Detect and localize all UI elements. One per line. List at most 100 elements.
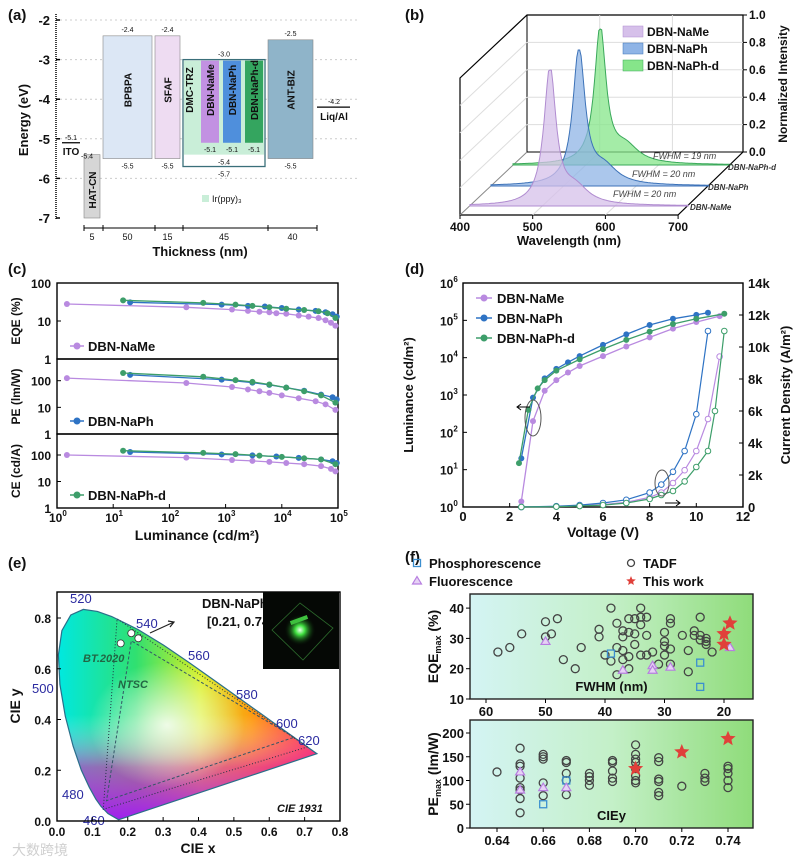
wavelength-label: 520 bbox=[70, 591, 92, 606]
current-density-point bbox=[704, 447, 712, 455]
tadf-marker bbox=[654, 776, 664, 787]
x-tick-label: 0.5 bbox=[226, 825, 243, 839]
y-tick-label: -7 bbox=[38, 211, 50, 226]
data-point bbox=[322, 317, 329, 324]
data-point bbox=[301, 388, 308, 395]
tadf-marker bbox=[630, 629, 640, 639]
y-tick-label-right: 6k bbox=[748, 404, 763, 419]
x-tick-label: 0.72 bbox=[669, 833, 694, 848]
phosphorescence-marker bbox=[606, 649, 616, 658]
sensitizer-homo-value: -5.4 bbox=[218, 160, 230, 167]
data-point bbox=[218, 301, 225, 308]
tadf-marker bbox=[612, 670, 622, 680]
current-density-point bbox=[693, 447, 700, 455]
tadf-marker bbox=[636, 620, 646, 630]
this-work-star-marker bbox=[626, 576, 636, 585]
tadf-marker bbox=[607, 766, 618, 776]
fluorescence-marker bbox=[539, 635, 552, 646]
fwhm-label: FWHM = 20 nm bbox=[613, 189, 677, 199]
luminance-point bbox=[599, 346, 606, 353]
data-point bbox=[301, 455, 308, 462]
emitter-dbn-naph-d bbox=[245, 60, 263, 143]
arrow-right-icon bbox=[665, 499, 681, 507]
data-point bbox=[327, 465, 334, 472]
x-tick-label: 400 bbox=[450, 220, 470, 234]
gridline bbox=[459, 124, 528, 188]
tadf-marker bbox=[538, 791, 548, 801]
y-tick-label: 0.4 bbox=[749, 90, 766, 104]
this-work-star-marker bbox=[720, 730, 736, 746]
y-axis-title: EQEmax (%) bbox=[425, 610, 443, 683]
legend-label: DBN-NaMe bbox=[647, 25, 709, 39]
luminance-point bbox=[564, 369, 571, 376]
tadf-marker bbox=[665, 644, 676, 654]
luminance-point bbox=[576, 356, 583, 363]
tadf-marker bbox=[630, 778, 641, 788]
y-axis-title: PE (lm/W) bbox=[9, 368, 23, 424]
cathode-label: Liq/Al bbox=[320, 112, 348, 123]
y-axis-title: Energy (eV) bbox=[16, 84, 31, 156]
luminance-point bbox=[646, 322, 653, 329]
current-density-point bbox=[681, 447, 688, 455]
x-axis-title: Luminance (cd/m²) bbox=[135, 527, 259, 543]
data-point bbox=[332, 314, 339, 321]
data-point bbox=[232, 377, 239, 384]
luminance-line bbox=[520, 315, 720, 502]
current-density-point bbox=[681, 466, 688, 474]
current-density-point bbox=[711, 407, 719, 415]
gridline bbox=[459, 42, 528, 106]
current-density-point bbox=[646, 489, 653, 496]
this-work-star-marker bbox=[716, 636, 732, 651]
emitter-homo-value: -5.1 bbox=[226, 147, 238, 154]
x-tick-label: 4 bbox=[553, 509, 561, 524]
current-density-point bbox=[669, 479, 677, 487]
data-point bbox=[232, 301, 239, 308]
y-tick-label: -5 bbox=[38, 132, 50, 147]
tadf-marker bbox=[612, 618, 622, 628]
luminance-point bbox=[525, 406, 532, 413]
luminance-point bbox=[646, 328, 653, 335]
data-point bbox=[318, 463, 325, 470]
tadf-marker bbox=[618, 632, 628, 642]
tadf-marker bbox=[707, 647, 717, 657]
tadf-marker bbox=[700, 773, 710, 783]
y-axis-title-left: Luminance (cd/m²) bbox=[401, 337, 416, 453]
layer-name: HAT-CN bbox=[88, 171, 99, 208]
ito-label: ITO bbox=[63, 147, 80, 158]
gamut-bt.2020 bbox=[102, 617, 309, 810]
current-density-point bbox=[693, 463, 700, 471]
data-point bbox=[332, 322, 339, 329]
lumo-value: -3.0 bbox=[218, 52, 230, 59]
tadf-marker bbox=[624, 627, 634, 637]
y-tick-label: 100 bbox=[31, 449, 51, 463]
data-point bbox=[183, 304, 190, 311]
data-point bbox=[218, 376, 225, 383]
current-density-line bbox=[521, 330, 725, 508]
tadf-marker bbox=[659, 650, 670, 660]
y-tick-label: 50 bbox=[450, 797, 464, 812]
data-point bbox=[229, 384, 236, 391]
data-point bbox=[332, 468, 339, 475]
x-tick-label: 600 bbox=[595, 220, 615, 234]
current-density-point bbox=[623, 499, 630, 507]
arrow-left-icon bbox=[516, 403, 530, 411]
legend-label: DBN-NaPh-d bbox=[497, 331, 575, 346]
tadf-marker bbox=[665, 618, 676, 628]
wavelength-label: 560 bbox=[188, 648, 210, 663]
tadf-marker bbox=[630, 614, 640, 624]
data-point bbox=[318, 456, 325, 463]
tadf-marker bbox=[677, 781, 687, 791]
tadf-marker bbox=[689, 626, 699, 636]
data-point bbox=[327, 319, 334, 326]
current-density-point bbox=[693, 410, 700, 418]
x-axis-title: CIE x bbox=[180, 840, 215, 856]
luminance-point bbox=[669, 320, 676, 327]
tadf-marker bbox=[538, 752, 548, 762]
this-work-star-marker bbox=[716, 625, 732, 641]
y-tick-label-left: 104 bbox=[440, 350, 458, 366]
luminance-point bbox=[599, 341, 606, 348]
emitter-name: DBN-NaPh-d bbox=[250, 60, 261, 120]
device-pixel bbox=[289, 615, 309, 625]
wavelength-label: 540 bbox=[136, 616, 158, 631]
wavelength-label: 600 bbox=[276, 716, 298, 731]
